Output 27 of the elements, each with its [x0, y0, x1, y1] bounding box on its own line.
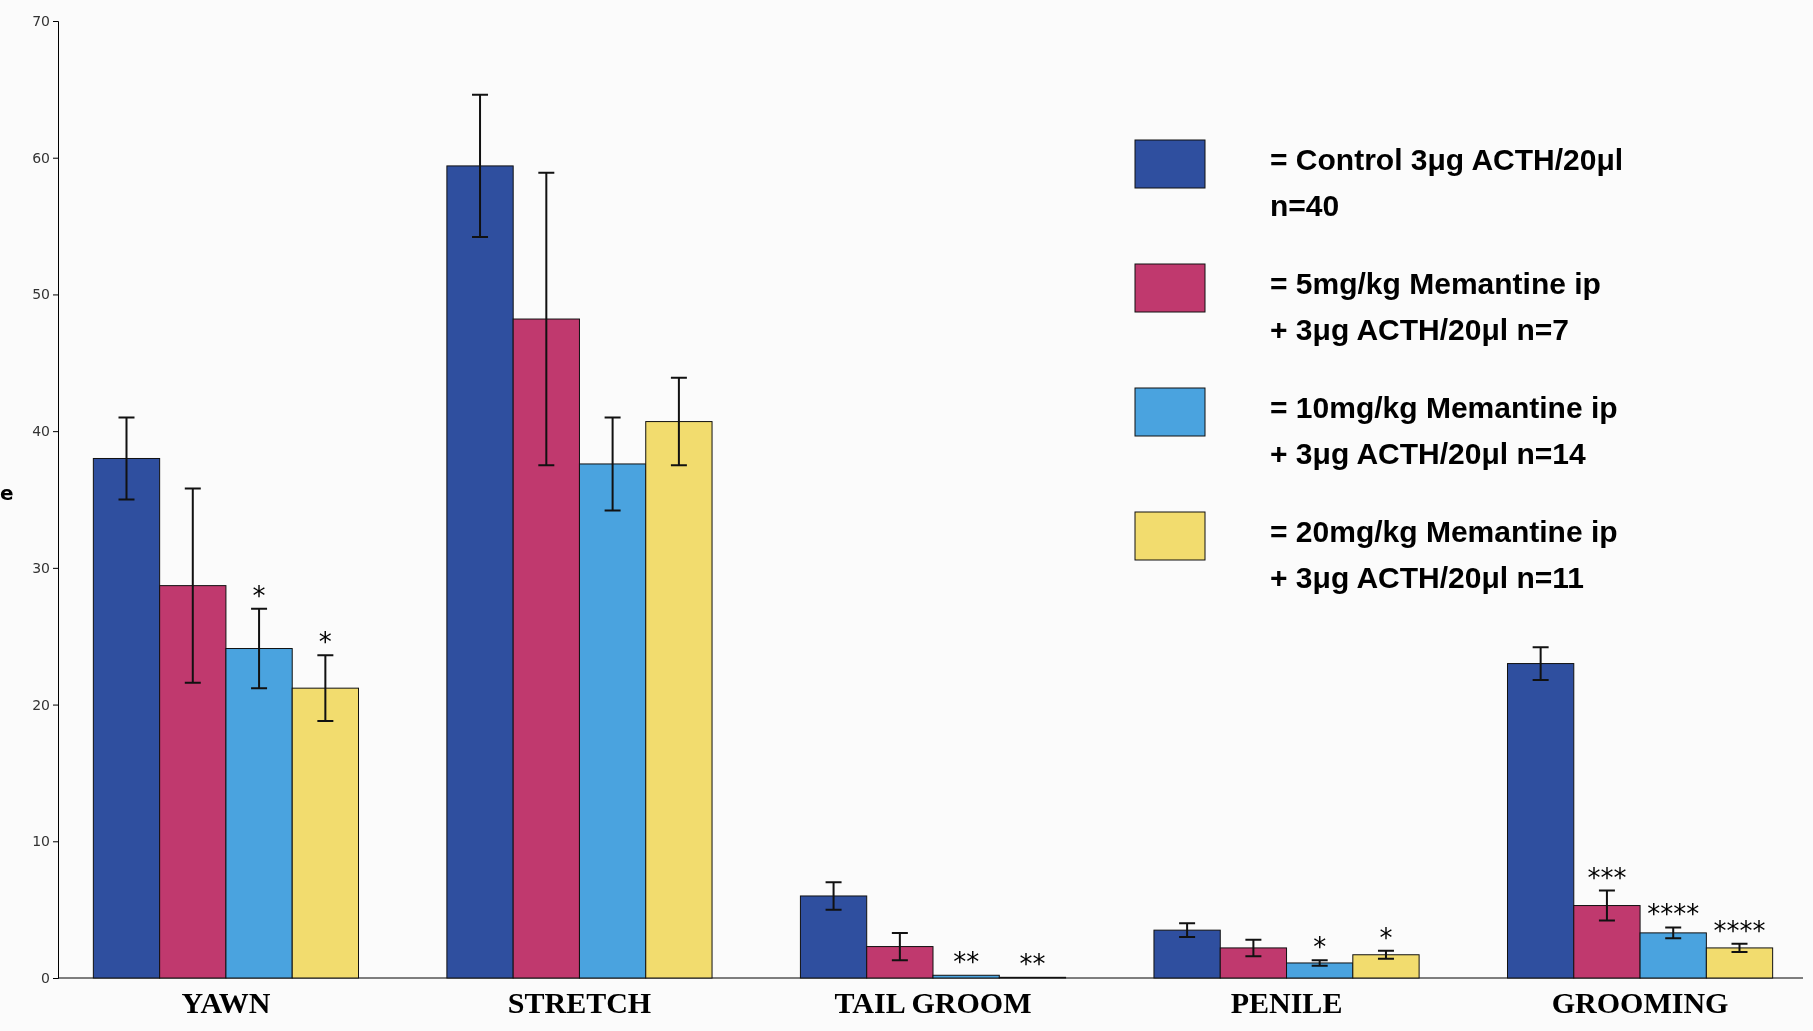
y-tick-label: 50	[32, 286, 50, 303]
data-label: *	[318, 627, 332, 658]
y-tick-label: 10	[32, 833, 50, 850]
x-tick-label: YAWN	[181, 986, 271, 1020]
y-tick-label: 20	[32, 696, 50, 713]
legend-label: = 5mg/kg Memantine ip + 3μg ACTH/20μl n=7	[1270, 267, 1601, 346]
y-tick-label: 0	[41, 969, 50, 986]
x-tick-label: STRETCH	[507, 986, 652, 1020]
y-tick-label: 60	[32, 149, 50, 166]
y-axis-title: e	[0, 480, 14, 505]
y-tick-label: 30	[32, 559, 50, 576]
data-label: ****	[1647, 899, 1700, 930]
y-tick-label: 70	[32, 12, 50, 29]
legend-label: = 20mg/kg Memantine ip + 3μg ACTH/20μl n=11	[1270, 515, 1618, 594]
x-tick-label: GROOMING	[1551, 986, 1729, 1020]
data-label: **	[1019, 949, 1046, 980]
data-label: *	[252, 580, 266, 611]
legend-label: = Control 3μg ACTH/20μl n=40	[1270, 143, 1624, 222]
data-label: ****	[1713, 915, 1766, 946]
x-tick-label: PENILE	[1230, 986, 1343, 1020]
x-tick-label: TAIL GROOM	[834, 986, 1032, 1020]
data-label: **	[953, 947, 980, 978]
legend-label: = 10mg/kg Memantine ip + 3μg ACTH/20μl n=14	[1270, 391, 1618, 470]
data-label: *	[1313, 932, 1327, 963]
data-label: ***	[1587, 862, 1627, 893]
data-label: *	[1379, 922, 1393, 953]
y-tick-label: 40	[32, 423, 50, 440]
